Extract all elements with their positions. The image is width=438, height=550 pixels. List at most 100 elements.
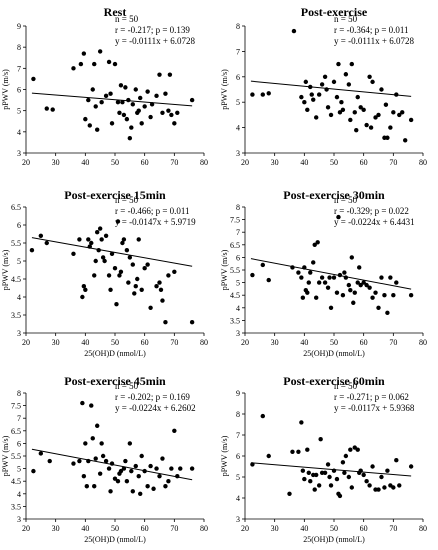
data-point bbox=[83, 287, 88, 292]
x-tick-label: 80 bbox=[200, 338, 208, 347]
x-tick-label: 50 bbox=[111, 158, 119, 167]
data-point bbox=[86, 97, 91, 103]
data-point bbox=[154, 93, 159, 99]
data-point bbox=[260, 262, 265, 268]
data-point bbox=[89, 403, 94, 408]
data-point bbox=[312, 487, 317, 492]
data-point bbox=[136, 237, 141, 242]
data-point bbox=[109, 121, 115, 126]
data-point bbox=[189, 320, 195, 325]
data-point bbox=[370, 295, 375, 300]
data-point bbox=[80, 400, 85, 406]
data-point bbox=[124, 248, 130, 253]
data-point bbox=[163, 484, 168, 489]
data-point bbox=[130, 102, 135, 107]
stat-annotation-3: y = -0.0147x + 5.9719 bbox=[115, 217, 196, 227]
y-tick-label: 4 bbox=[236, 494, 240, 503]
data-point bbox=[90, 436, 95, 441]
y-tick-label: 4.5 bbox=[230, 291, 240, 300]
data-point bbox=[336, 214, 341, 220]
trend-line bbox=[31, 92, 193, 107]
y-tick-label: 4 bbox=[236, 304, 240, 313]
data-point bbox=[148, 463, 153, 469]
x-tick-label: 50 bbox=[330, 338, 338, 347]
data-point bbox=[355, 94, 360, 100]
data-point bbox=[340, 293, 346, 298]
data-point bbox=[327, 474, 332, 480]
data-point bbox=[108, 91, 113, 96]
x-tick-label: 70 bbox=[389, 158, 397, 167]
data-point bbox=[139, 453, 144, 459]
y-tick-label: 3 bbox=[17, 149, 21, 158]
stat-annotation-3: y = -0.0224x + 6.4431 bbox=[334, 217, 415, 227]
data-point bbox=[306, 280, 311, 285]
data-point bbox=[325, 285, 331, 290]
data-point bbox=[92, 273, 97, 278]
chart-title: Post-exercise 60min bbox=[283, 374, 385, 388]
chart-panel-3: Post-exercise 15min 20 30 40 50 60 70 80 3 3.5 4 4.… bbox=[1, 188, 208, 358]
chart-title: Post-exercise 30min bbox=[283, 188, 385, 202]
data-point bbox=[376, 112, 381, 118]
data-point bbox=[133, 284, 138, 289]
data-point bbox=[127, 441, 133, 446]
data-point bbox=[189, 466, 195, 471]
data-point bbox=[391, 110, 396, 115]
data-point bbox=[99, 237, 104, 242]
data-point bbox=[38, 451, 44, 456]
y-tick-label: 6.5 bbox=[11, 203, 21, 212]
data-point bbox=[367, 285, 372, 290]
x-tick-label: 70 bbox=[170, 158, 178, 167]
data-point bbox=[260, 413, 265, 419]
data-point bbox=[123, 85, 128, 90]
data-point bbox=[376, 487, 381, 492]
data-point bbox=[340, 107, 346, 113]
data-point bbox=[382, 293, 387, 298]
data-point bbox=[102, 258, 107, 264]
data-point bbox=[346, 282, 352, 288]
y-tick-label: 8 bbox=[17, 43, 21, 52]
data-point bbox=[112, 476, 118, 481]
data-point bbox=[84, 484, 90, 489]
y-tick-label: 7.5 bbox=[230, 216, 240, 225]
y-tick-label: 7 bbox=[17, 414, 21, 423]
data-point bbox=[118, 269, 124, 274]
data-point bbox=[31, 76, 36, 82]
stat-annotation-3: y = -0.0111x + 6.0728 bbox=[334, 36, 414, 46]
data-point bbox=[89, 240, 94, 246]
data-point bbox=[163, 320, 168, 325]
data-point bbox=[300, 295, 306, 300]
data-point bbox=[312, 242, 317, 247]
data-point bbox=[322, 470, 328, 475]
data-point bbox=[130, 489, 135, 494]
y-tick-label: 8 bbox=[17, 389, 21, 398]
data-point bbox=[129, 468, 134, 474]
x-tick-label: 50 bbox=[330, 524, 338, 533]
data-point bbox=[93, 456, 98, 461]
stat-annotation-1: n = 50 bbox=[334, 195, 358, 205]
data-point bbox=[319, 275, 325, 280]
y-axis-label: pPWV (m/s) bbox=[1, 435, 10, 476]
x-axis-label: 25(OH)D (nmol/L) bbox=[84, 349, 146, 358]
data-point bbox=[299, 420, 304, 425]
data-point bbox=[189, 97, 195, 103]
x-tick-label: 30 bbox=[52, 338, 60, 347]
chart-panel-4: Post-exercise 30min 20 30 40 50 60 70 80 3 3.5 4 4.… bbox=[220, 188, 427, 358]
data-point bbox=[103, 233, 109, 238]
data-point bbox=[115, 479, 121, 484]
data-point bbox=[364, 479, 369, 484]
y-tick-label: 6 bbox=[17, 221, 21, 230]
data-point bbox=[83, 116, 88, 122]
data-point bbox=[93, 258, 98, 264]
y-tick-label: 5 bbox=[17, 107, 21, 116]
y-tick-label: 3 bbox=[17, 515, 21, 524]
stat-annotation-3: y = -0.0111x + 6.0728 bbox=[115, 36, 195, 46]
data-point bbox=[71, 461, 76, 466]
data-point bbox=[133, 87, 138, 92]
data-point bbox=[322, 280, 328, 285]
data-point bbox=[106, 273, 112, 278]
stat-annotation-1: n = 50 bbox=[115, 381, 139, 391]
data-point bbox=[400, 110, 405, 115]
y-tick-label: 8 bbox=[236, 203, 240, 212]
data-point bbox=[166, 273, 171, 278]
data-point bbox=[408, 117, 414, 123]
